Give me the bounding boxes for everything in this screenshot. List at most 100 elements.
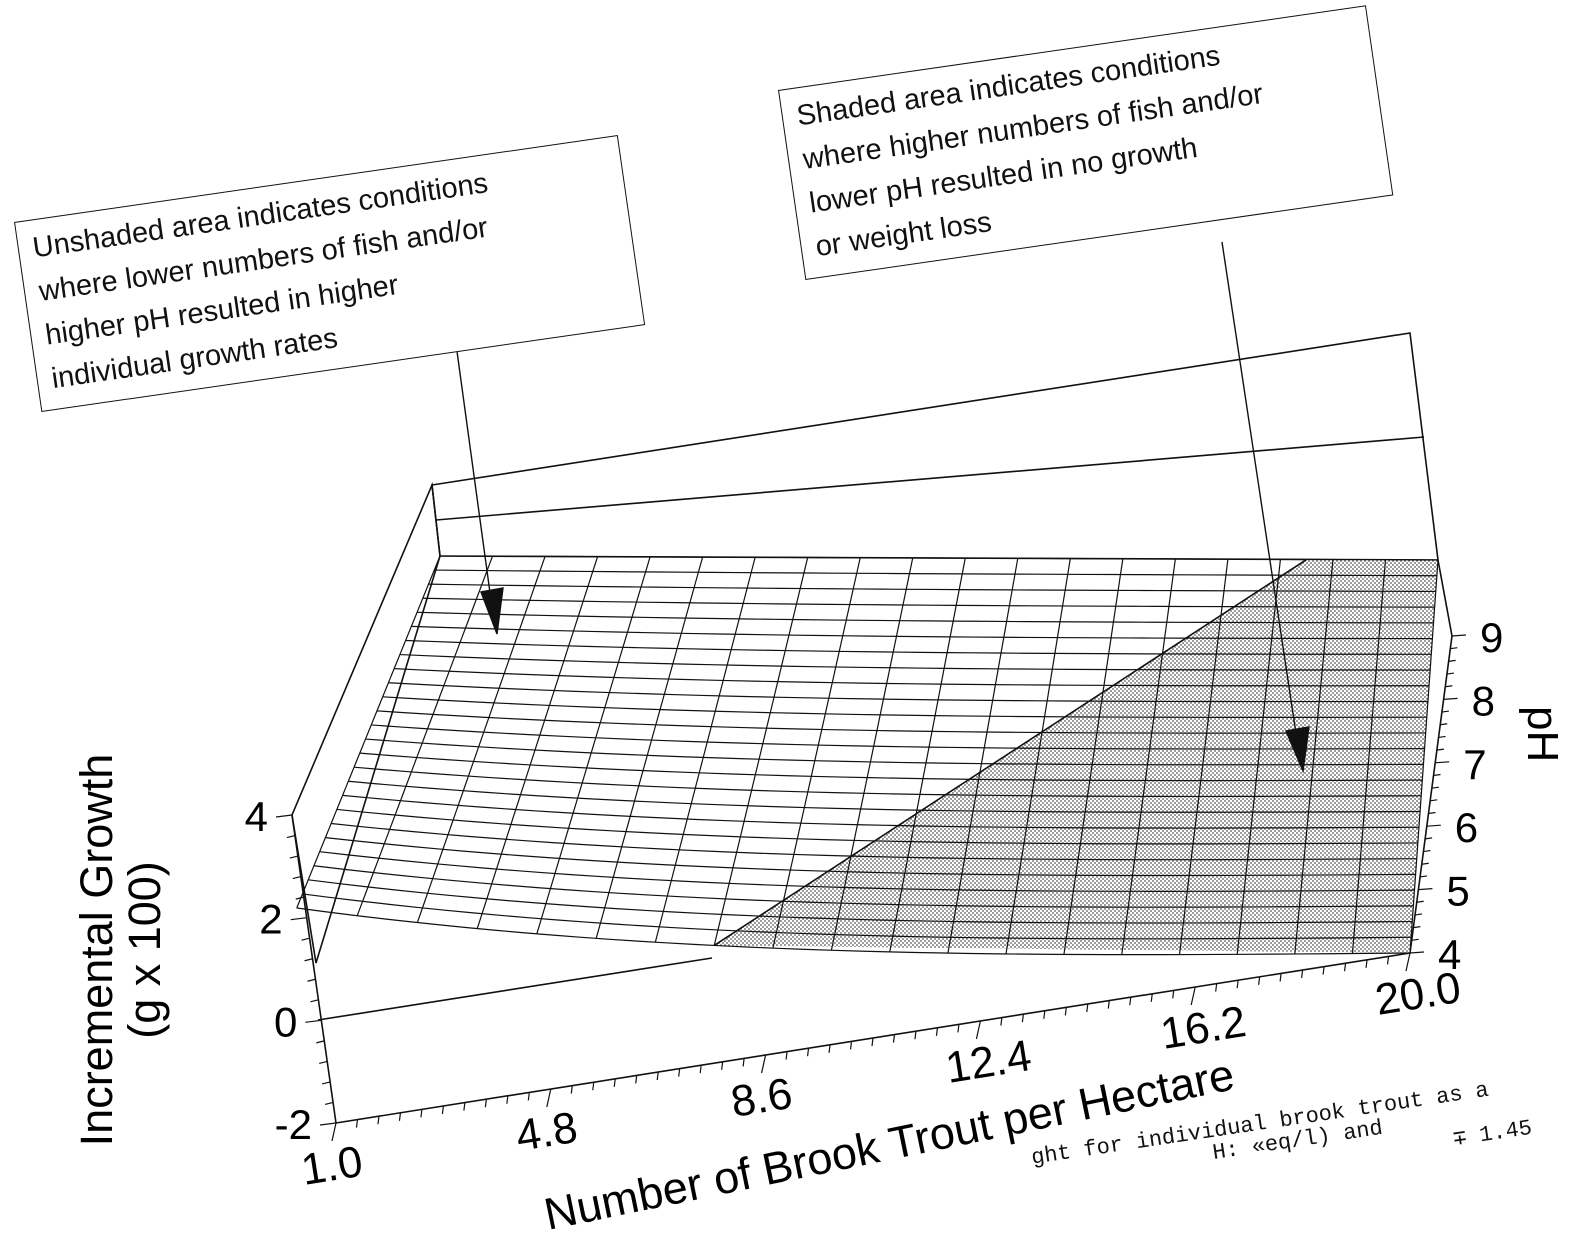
- ph-minor-tick: [1419, 875, 1428, 878]
- mesh-line-ph: [371, 724, 1425, 750]
- x-minor-tick: [1150, 993, 1153, 1002]
- x-minor-tick: [721, 1061, 724, 1070]
- mesh-line-ph: [405, 639, 1432, 655]
- mesh-line-x: [1294, 559, 1334, 955]
- mesh-line-ph: [365, 738, 1424, 766]
- x-minor-tick: [742, 1058, 745, 1067]
- z-minor-tick: [304, 958, 313, 962]
- mesh-line-ph: [296, 907, 1411, 956]
- ph-minor-tick: [1450, 647, 1458, 650]
- x-minor-tick: [398, 1112, 402, 1121]
- x-major-tick: [1405, 952, 1411, 972]
- x-minor-tick: [849, 1041, 853, 1050]
- callout-leaders: [455, 241, 1310, 774]
- ph-minor-tick: [1436, 748, 1444, 751]
- x-minor-tick: [1365, 959, 1368, 968]
- mesh-line-x: [889, 557, 966, 953]
- mesh-line-ph: [353, 766, 1422, 798]
- mesh-line-x: [296, 555, 441, 909]
- x-major-tick: [1190, 986, 1196, 1006]
- z-tick-label: 2: [259, 896, 282, 943]
- arrowhead-right: [1285, 726, 1310, 774]
- x-minor-tick: [871, 1037, 874, 1047]
- x-minor-tick: [678, 1068, 681, 1077]
- back-wall-midline: [435, 436, 1425, 521]
- ph-minor-tick: [1438, 735, 1446, 739]
- mesh-line-x: [536, 556, 651, 935]
- mesh-line-ph: [336, 808, 1418, 845]
- ph-minor-tick: [1413, 926, 1421, 929]
- mesh-line-x: [713, 557, 809, 946]
- right-wall-bottom: [1409, 635, 1453, 954]
- mesh-line-x: [772, 557, 861, 949]
- ph-major-tick: [1418, 888, 1433, 891]
- z-minor-tick: [289, 855, 299, 859]
- ph-tick-label: 6: [1455, 804, 1478, 851]
- mesh-line-ph: [428, 583, 1436, 593]
- x-axis-ticks: 1.04.88.612.416.220.0: [298, 952, 1464, 1195]
- ph-minor-tick: [1445, 685, 1453, 688]
- ph-major-tick: [1409, 951, 1425, 954]
- x-minor-tick: [914, 1031, 917, 1040]
- x-minor-tick: [806, 1048, 810, 1057]
- x-minor-tick: [1021, 1014, 1024, 1023]
- z-major-tick: [275, 814, 293, 818]
- mesh-line-ph: [394, 668, 1430, 687]
- x-minor-tick: [592, 1082, 595, 1091]
- mesh-line-x: [947, 558, 1019, 954]
- z-minor-tick: [321, 1081, 331, 1085]
- x-minor-tick: [463, 1102, 466, 1111]
- mesh-line-ph: [313, 865, 1414, 908]
- x-minor-tick: [506, 1095, 509, 1104]
- mesh-line-ph: [417, 611, 1434, 624]
- x-major-tick: [546, 1088, 552, 1108]
- z-axis-line: [291, 814, 337, 1124]
- mesh-line-x: [356, 555, 494, 916]
- ph-tick-label: 9: [1480, 614, 1503, 661]
- mesh-line-x: [416, 556, 546, 923]
- y-axis-title: pH: [1518, 706, 1567, 762]
- mesh-line-ph: [308, 879, 1413, 924]
- z-tick-label: -2: [275, 1101, 312, 1148]
- x-major-tick: [331, 1122, 337, 1142]
- z-minor-tick: [307, 978, 316, 982]
- x-minor-tick: [892, 1034, 896, 1043]
- x-minor-tick: [1215, 983, 1218, 992]
- left-wall: [291, 481, 441, 964]
- ph-minor-tick: [1423, 849, 1431, 853]
- mesh-line-ph: [382, 696, 1427, 718]
- x-minor-tick: [828, 1044, 831, 1053]
- right-wall-edge: [1437, 559, 1453, 637]
- z-axis-title-line1: Incremental Growth: [71, 754, 122, 1147]
- mesh-line-x: [1063, 558, 1124, 955]
- z-minor-tick: [292, 876, 301, 880]
- z-major-tick: [319, 1122, 337, 1126]
- x-major-tick: [761, 1054, 767, 1074]
- z-major-tick: [305, 1019, 322, 1023]
- x-minor-tick: [377, 1116, 380, 1125]
- x-minor-tick: [1043, 1010, 1046, 1019]
- x-minor-tick: [656, 1071, 659, 1081]
- ph-minor-tick: [1414, 913, 1423, 916]
- leader-left: [455, 343, 495, 623]
- ph-tick-label: 8: [1472, 677, 1495, 724]
- mesh-line-x: [595, 556, 704, 939]
- z-minor-tick: [286, 834, 296, 839]
- x-minor-tick: [1107, 1000, 1110, 1009]
- mesh-line-ph: [434, 569, 1437, 577]
- mesh-line-ph: [411, 625, 1433, 640]
- mesh-line-ph: [399, 653, 1431, 671]
- ph-major-tick: [1443, 697, 1458, 700]
- mesh-line-ph: [325, 837, 1416, 877]
- mesh-line-ph: [348, 780, 1421, 813]
- mesh-line-x: [1236, 559, 1282, 955]
- mesh-line-x: [654, 557, 756, 943]
- ph-minor-tick: [1411, 938, 1419, 941]
- x-tick-label: 8.6: [727, 1069, 795, 1127]
- ph-major-tick: [1435, 761, 1450, 764]
- ph-minor-tick: [1433, 773, 1441, 777]
- z-axis-title-line2: (g x 100): [119, 861, 170, 1039]
- ph-major-tick: [1426, 824, 1441, 827]
- x-tick-label: 12.4: [942, 1031, 1034, 1093]
- mesh-line-ph: [302, 893, 1412, 940]
